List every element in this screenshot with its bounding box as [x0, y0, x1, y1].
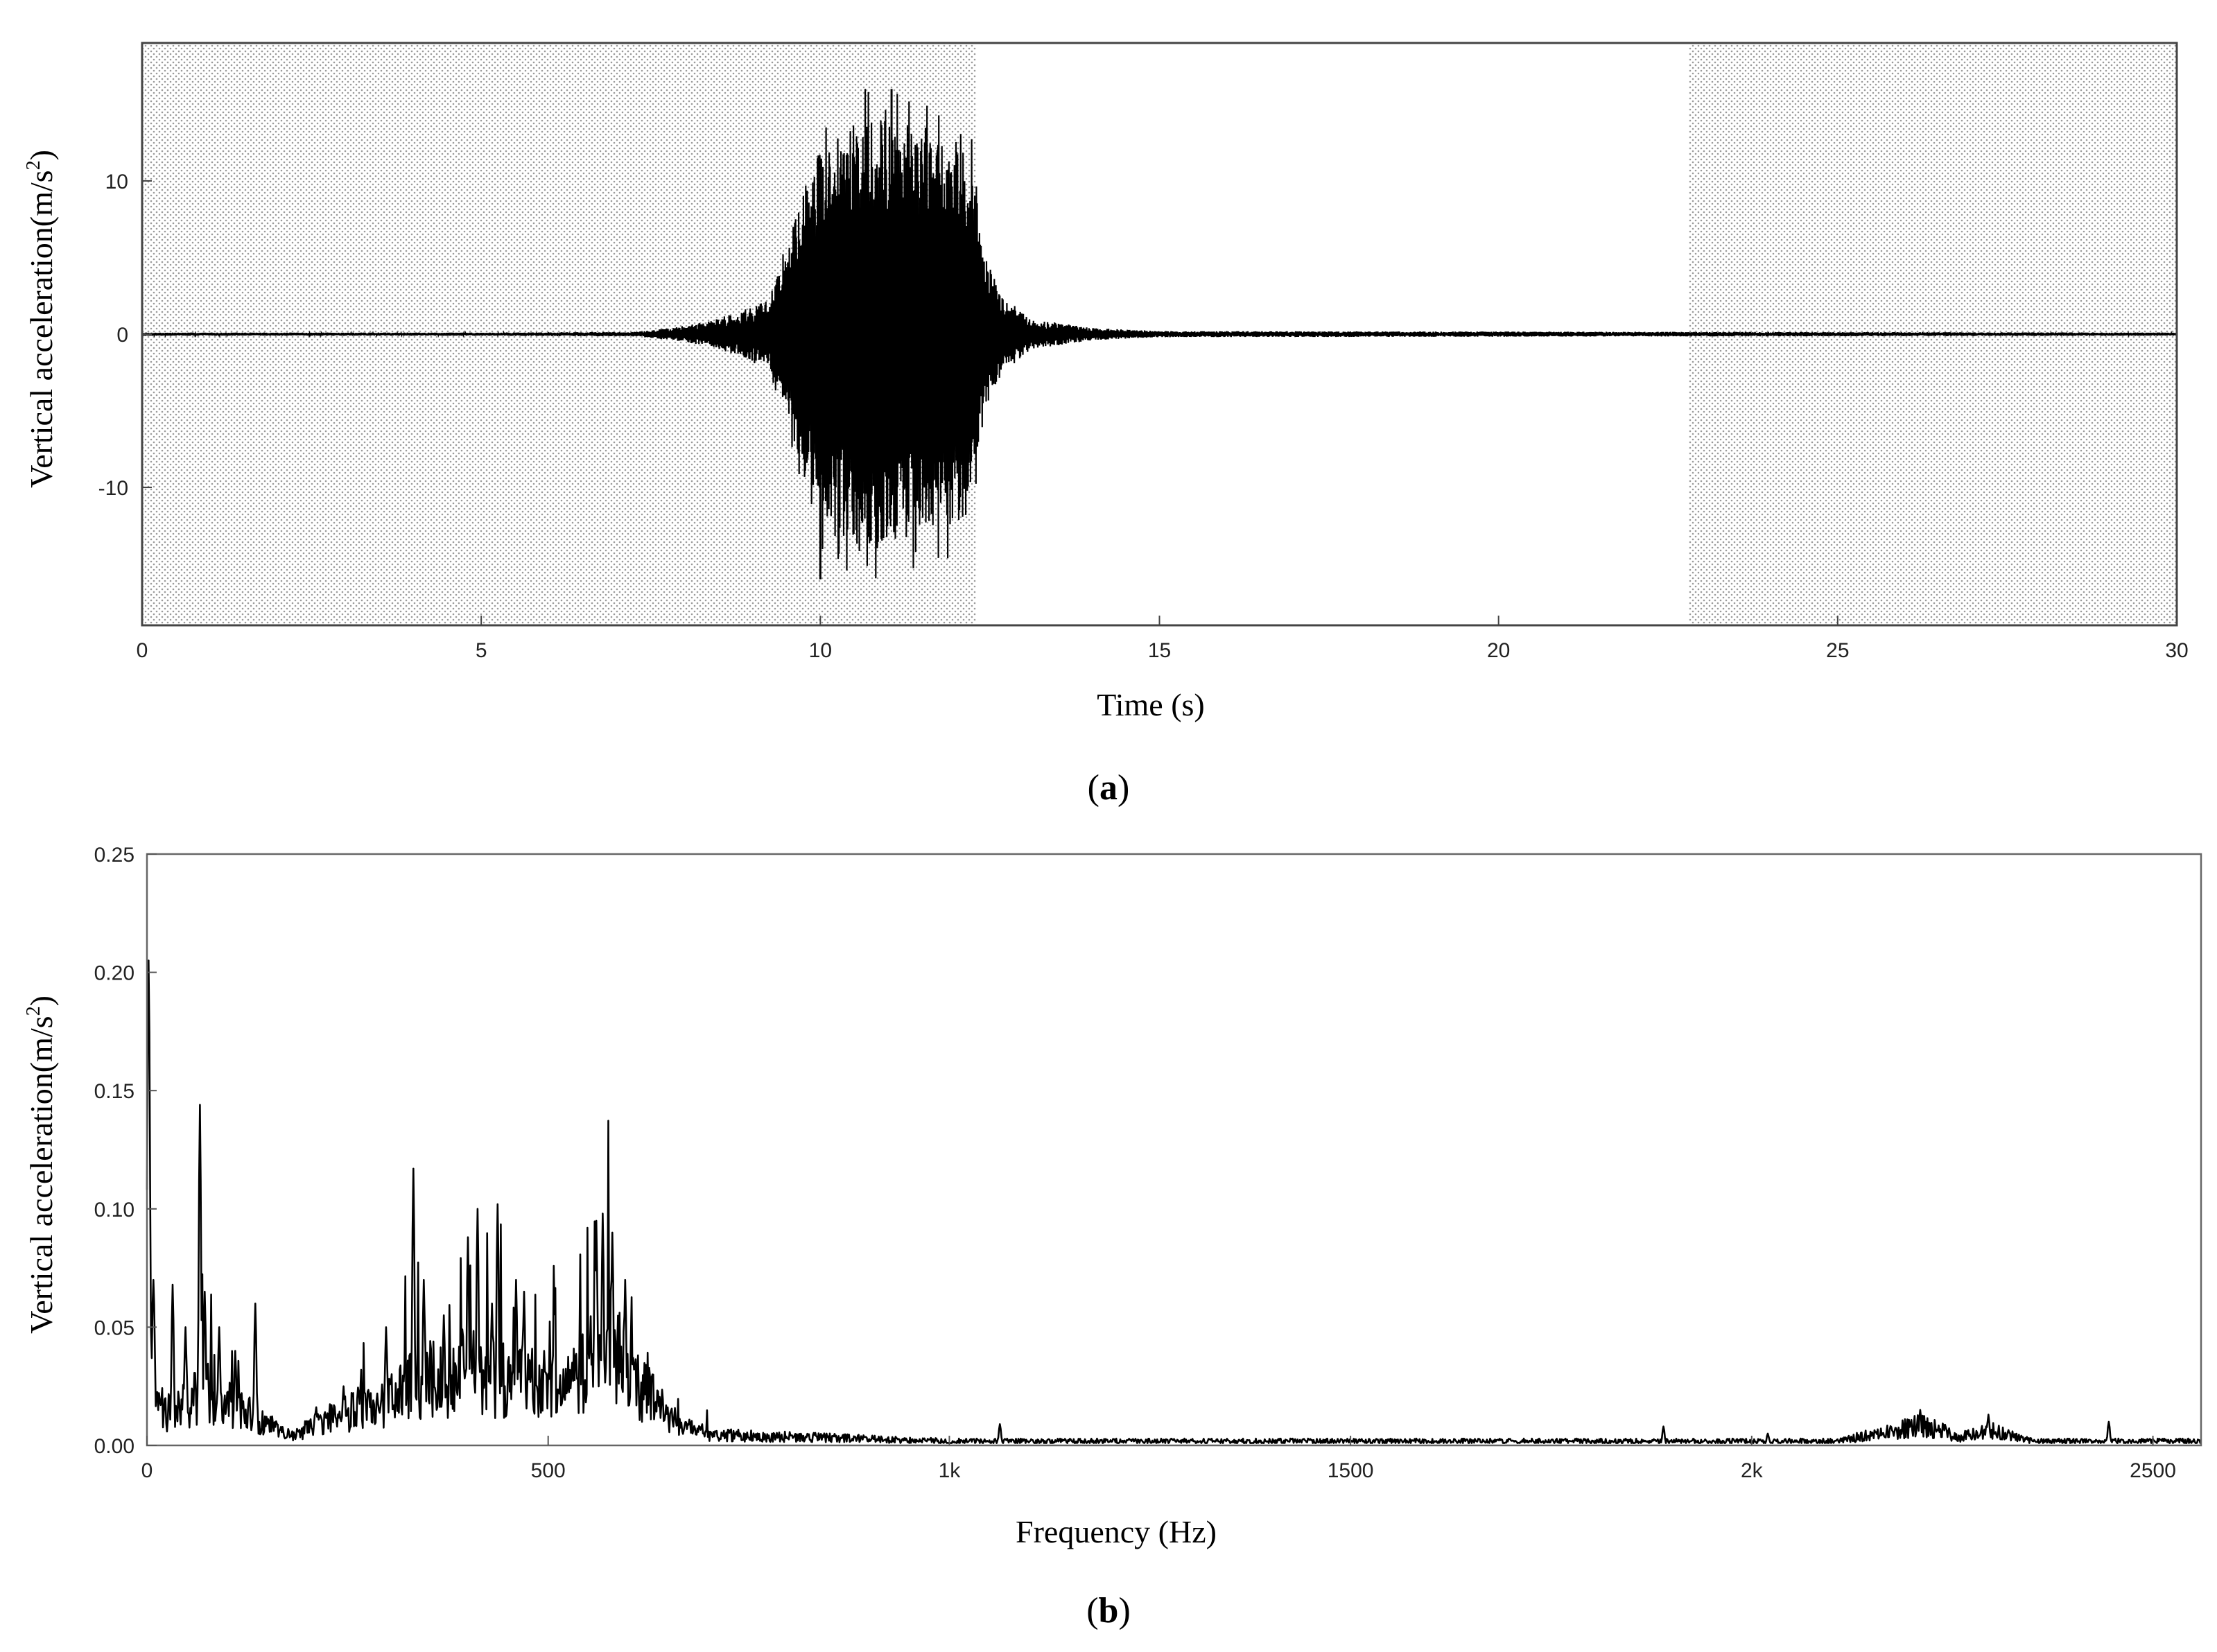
y-tick-label: 0.10	[94, 1199, 134, 1221]
plot-frame	[146, 853, 2202, 1447]
x-tick-label: 1k	[939, 1459, 962, 1482]
y-tick-label: 10	[105, 171, 128, 193]
y-tick-label: -10	[98, 477, 128, 500]
spectrum-line	[146, 959, 2202, 1444]
spectrum-trace	[146, 959, 2202, 1444]
y-tick-label: 0.05	[94, 1316, 134, 1339]
x-axis-label: Frequency (Hz)	[1016, 1514, 1217, 1549]
y-tick-label: 0.25	[94, 844, 134, 867]
y-axis-label: Vertical acceleration(m/s2)	[23, 150, 59, 488]
time-history-chart: 0 5 10 15 20 25 30 10 0 -10 Time (s) Vertical ac…	[23, 42, 2189, 808]
x-tick-label: 10	[809, 639, 832, 662]
x-axis-label: Time (s)	[1097, 687, 1205, 722]
x-tick-label: 2k	[1741, 1459, 1764, 1482]
acceleration-signal	[141, 89, 2178, 580]
x-axis-ticks: 0 5 10 15 20 25 30	[137, 616, 2189, 662]
y-axis-label: Vertical acceleration(m/s2)	[23, 995, 59, 1334]
x-tick-label: 30	[2165, 639, 2188, 662]
y-tick-label: 0	[116, 324, 128, 347]
x-tick-label: 20	[1487, 639, 1510, 662]
x-tick-label: 25	[1826, 639, 1849, 662]
x-tick-label: 1500	[1328, 1459, 1374, 1482]
panel-label-a: (a)	[1088, 768, 1130, 808]
x-tick-label: 500	[531, 1459, 566, 1482]
x-tick-label: 0	[141, 1459, 153, 1482]
x-tick-label: 2500	[2130, 1459, 2176, 1482]
signal-trace	[141, 89, 2178, 579]
x-tick-label: 15	[1148, 639, 1171, 662]
frequency-spectrum-chart: 0 500 1k 1500 2k 2500 0.00 0.05 0.10 0.15 0.20 0.2…	[23, 844, 2202, 1631]
y-axis-ticks: 10 0 -10	[98, 171, 152, 500]
y-tick-label: 0.00	[94, 1435, 134, 1458]
y-tick-label: 0.20	[94, 962, 134, 985]
x-tick-label: 0	[137, 639, 148, 662]
panel-label-b: (b)	[1086, 1591, 1131, 1631]
y-axis-label-superscript: 2	[23, 160, 44, 170]
y-axis-ticks: 0.00 0.05 0.10 0.15 0.20 0.25	[94, 844, 157, 1458]
x-axis-ticks: 0 500 1k 1500 2k 2500	[141, 1436, 2176, 1482]
x-tick-label: 5	[476, 639, 487, 662]
y-axis-label-superscript: 2	[23, 1006, 44, 1016]
y-tick-label: 0.15	[94, 1080, 134, 1103]
